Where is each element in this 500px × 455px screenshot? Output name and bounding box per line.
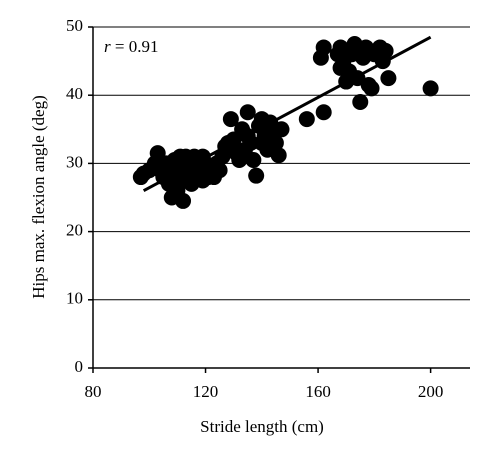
- x-tick-label: 200: [418, 382, 444, 401]
- y-tick-label: 0: [75, 357, 84, 376]
- y-axis-label: Hips max. flexion angle (deg): [29, 95, 48, 298]
- y-tick-label: 30: [66, 152, 83, 171]
- annotation: r = 0.91: [104, 37, 158, 56]
- point: [315, 104, 332, 121]
- point: [248, 167, 265, 184]
- y-tick-label: 40: [66, 84, 83, 103]
- point: [270, 147, 287, 164]
- y-tick-label: 50: [66, 16, 83, 35]
- point: [239, 104, 256, 121]
- x-tick-label: 160: [305, 382, 331, 401]
- point: [175, 192, 192, 209]
- point: [211, 162, 228, 179]
- y-tick-label: 10: [66, 289, 83, 308]
- point: [245, 151, 262, 168]
- point: [315, 39, 332, 56]
- point: [222, 111, 239, 128]
- y-tick-label: 20: [66, 221, 83, 240]
- point: [242, 134, 259, 151]
- point: [298, 111, 315, 128]
- point: [422, 80, 439, 97]
- point: [273, 121, 290, 138]
- fit-line: [142, 35, 432, 193]
- annotation-text: = 0.91: [115, 37, 159, 56]
- x-axis-label: Stride length (cm): [200, 417, 324, 436]
- point: [380, 70, 397, 87]
- point: [377, 42, 394, 59]
- point: [352, 94, 369, 111]
- annotation-symbol: r: [104, 37, 111, 56]
- point: [267, 134, 284, 151]
- point: [363, 80, 380, 97]
- x-tick-label: 120: [193, 382, 219, 401]
- x-tick-label: 80: [85, 382, 102, 401]
